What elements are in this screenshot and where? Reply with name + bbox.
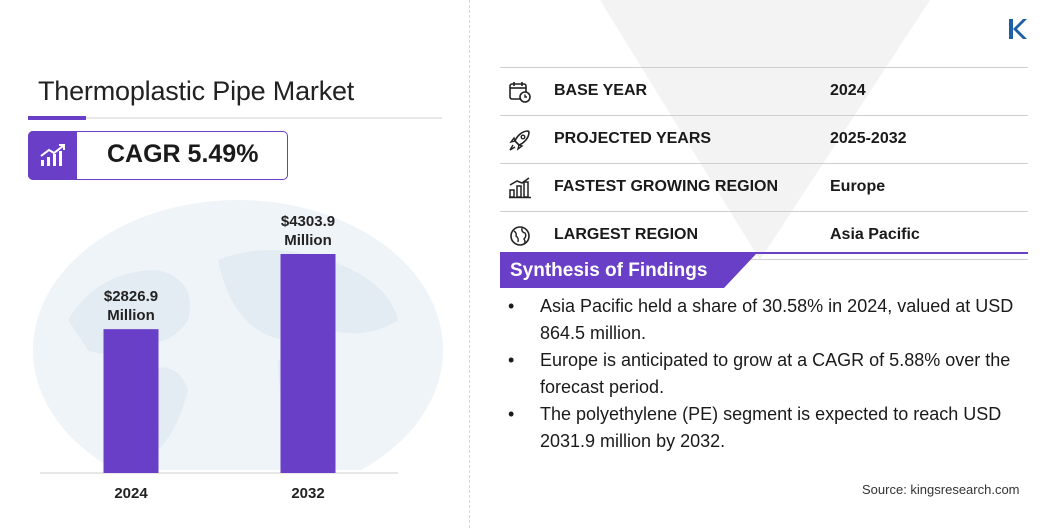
info-row-value: 2025-2032 xyxy=(830,130,907,147)
market-size-bar-chart: $2826.9 Million 2024 $4303.9 Million 2032 xyxy=(40,213,398,502)
findings-list: • Asia Pacific held a share of 30.58% in … xyxy=(508,293,1018,455)
bar-2024 xyxy=(103,329,159,473)
bullet-marker: • xyxy=(508,404,515,424)
info-row: BASE YEAR 2024 xyxy=(500,68,1028,116)
bullet-marker: • xyxy=(508,350,515,370)
decorative-wedge xyxy=(600,0,930,260)
info-row: FASTEST GROWING REGION Europe xyxy=(500,164,1028,212)
info-row-label: BASE YEAR xyxy=(554,82,648,99)
x-tick-label: 2032 xyxy=(291,485,324,502)
synthesis-title: Synthesis of Findings xyxy=(510,260,708,281)
info-row-label: FASTEST GROWING REGION xyxy=(554,178,779,195)
rocket-icon xyxy=(508,128,532,152)
bar-data-label: $2826.9 xyxy=(104,288,158,305)
info-row-value: 2024 xyxy=(830,82,866,99)
growth-region-icon xyxy=(508,176,532,200)
info-row: PROJECTED YEARS 2025-2032 xyxy=(500,116,1028,164)
info-row-label: LARGEST REGION xyxy=(554,226,699,243)
globe-icon xyxy=(508,224,532,248)
info-row: LARGEST REGION Asia Pacific xyxy=(500,212,1028,260)
title-underline xyxy=(28,117,442,119)
title-accent-bar xyxy=(28,116,86,120)
finding-item: • Asia Pacific held a share of 30.58% in … xyxy=(508,293,1018,347)
kings-research-logo xyxy=(1009,19,1027,39)
info-table-top-border xyxy=(500,67,1028,68)
finding-item: • Europe is anticipated to grow at a CAGR… xyxy=(508,347,1018,401)
finding-text: Asia Pacific held a share of 30.58% in 2… xyxy=(540,296,1014,343)
finding-text: The polyethylene (PE) segment is expecte… xyxy=(540,404,1002,451)
finding-text: Europe is anticipated to grow at a CAGR … xyxy=(540,350,1011,397)
cagr-badge: CAGR 5.49% xyxy=(28,131,288,180)
info-row-value: Asia Pacific xyxy=(830,226,920,243)
bar-data-label: Million xyxy=(284,232,332,249)
page-title: Thermoplastic Pipe Market xyxy=(38,76,355,106)
growth-chart-icon xyxy=(28,131,77,180)
finding-item: • The polyethylene (PE) segment is expect… xyxy=(508,401,1018,455)
info-row-value: Europe xyxy=(830,178,886,195)
bar-data-label: $4303.9 xyxy=(281,213,335,230)
bullet-marker: • xyxy=(508,296,515,316)
bar-2032 xyxy=(280,254,336,473)
synthesis-banner xyxy=(500,254,756,288)
x-tick-label: 2024 xyxy=(114,485,148,502)
bar-data-label: Million xyxy=(107,307,155,324)
info-row-label: PROJECTED YEARS xyxy=(554,130,712,147)
synthesis-rule xyxy=(500,252,1028,254)
calendar-clock-icon xyxy=(508,80,532,104)
panel-divider xyxy=(469,0,470,528)
source-note: Source: kingsresearch.com xyxy=(862,482,1020,497)
cagr-value: CAGR 5.49% xyxy=(107,140,259,168)
